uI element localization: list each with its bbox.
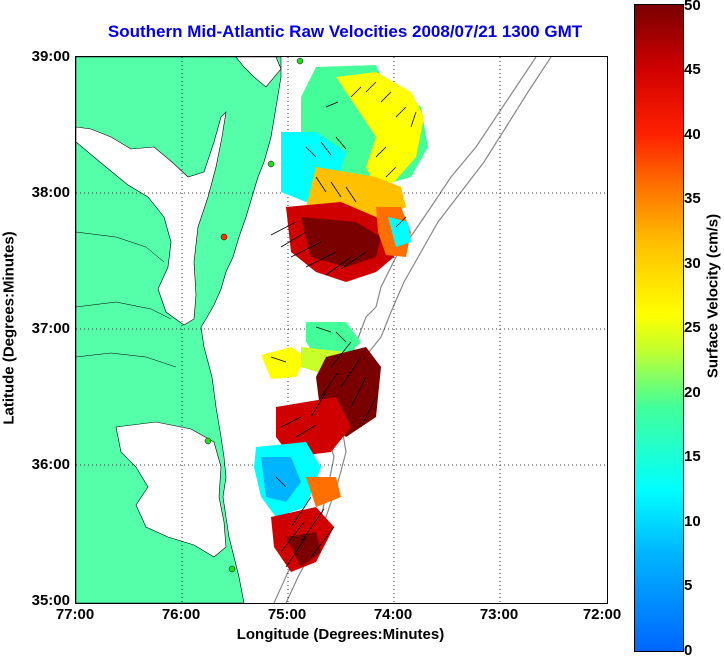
river-1 [76, 231, 165, 263]
bathymetry-contour-1 [273, 57, 537, 603]
x-tick-label: 74:00 [373, 606, 413, 623]
colorbar-tick-label: 15 [684, 448, 701, 465]
colorbar-tick-label: 40 [684, 126, 701, 143]
river-2 [76, 301, 172, 320]
grid-lines [76, 57, 607, 603]
chesapeake-bay [76, 111, 227, 326]
colorbar-tick-label: 25 [684, 319, 701, 336]
x-tick-label: 75:00 [267, 606, 307, 623]
velocity-field-south [254, 322, 381, 572]
x-tick-label: 73:00 [479, 606, 519, 623]
colorbar-tick-label: 45 [684, 61, 701, 78]
y-axis-label: Latitude (Degrees:Minutes) [0, 231, 18, 425]
x-tick-label: 77:00 [55, 606, 95, 623]
x-tick-label: 76:00 [161, 606, 201, 623]
colorbar-tick-label: 10 [684, 513, 701, 530]
y-tick-label: 37:00 [31, 320, 70, 337]
colorbar-tick-label: 35 [684, 190, 701, 207]
y-tick-label: 38:00 [31, 184, 70, 201]
x-axis-label: Longitude (Degrees:Minutes) [236, 626, 445, 643]
map-plot-area[interactable] [75, 56, 608, 604]
pamlico-sound [115, 421, 227, 558]
y-tick-label: 36:00 [31, 456, 70, 473]
colorbar-tick-label: 5 [684, 577, 693, 594]
colorbar [634, 4, 684, 652]
bathymetry-contour-2 [285, 57, 552, 603]
river-3 [76, 352, 177, 368]
colorbar-label: Surface Velocity (cm/s) [704, 213, 722, 379]
colorbar-tick-label: 0 [684, 642, 693, 659]
map-canvas [76, 57, 607, 603]
land-mass [76, 57, 282, 603]
colorbar-tick-label: 30 [684, 255, 701, 272]
delaware-bay [235, 57, 282, 88]
x-tick-label: 72:00 [582, 606, 622, 623]
y-tick-label: 39:00 [31, 48, 70, 65]
map-title: Southern Mid-Atlantic Raw Velocities 200… [107, 22, 583, 41]
colorbar-tick-label: 50 [684, 0, 701, 14]
y-tick-label: 35:00 [31, 592, 70, 609]
colorbar-tick-label: 20 [684, 384, 701, 401]
station-markers [204, 57, 304, 573]
velocity-field-north [270, 65, 428, 282]
